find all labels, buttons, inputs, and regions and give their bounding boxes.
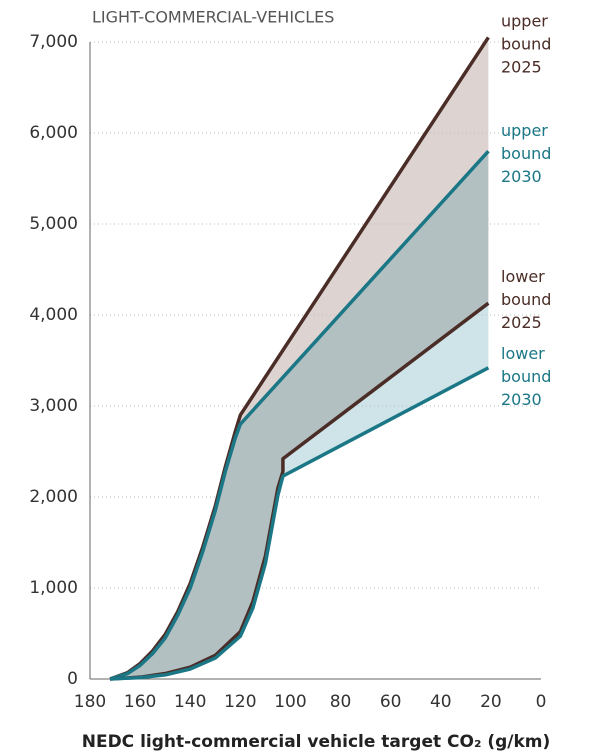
x-tick-label: 20 [480, 692, 502, 712]
x-tick-label: 160 [124, 692, 156, 712]
y-tick-label: 7,000 [29, 32, 78, 52]
y-tick-label: 0 [67, 669, 78, 689]
x-tick-label: 60 [380, 692, 402, 712]
x-tick-label: 40 [430, 692, 452, 712]
x-axis-label: NEDC light-commercial vehicle target CO₂… [82, 732, 551, 752]
series-label: lower bound 2025 [501, 267, 551, 332]
series-label-line: lower [501, 267, 545, 286]
series-label: upper bound 2025 [501, 11, 551, 76]
series-label: lower bound 2030 [501, 343, 551, 408]
x-tick-label: 140 [174, 692, 206, 712]
series-label-line: upper [501, 11, 548, 30]
y-tick-label: 1,000 [29, 578, 78, 598]
series-label-line: 2025 [501, 57, 542, 76]
band [110, 303, 489, 679]
series-label-line: bound [501, 34, 551, 53]
band [110, 151, 489, 679]
x-tick-label: 80 [330, 692, 352, 712]
series-label-line: bound [501, 290, 551, 309]
y-tick-label: 2,000 [29, 487, 78, 507]
x-tick-label: 0 [536, 692, 547, 712]
x-tick-label: 120 [224, 692, 256, 712]
line [109, 366, 490, 681]
y-tick-label: 3,000 [29, 396, 78, 416]
series-label-line: upper [501, 121, 548, 140]
x-tick-label: 180 [74, 692, 106, 712]
series-label-line: 2025 [501, 313, 542, 332]
line [109, 150, 490, 681]
y-tick-label: 4,000 [29, 305, 78, 325]
series-label-line: lower [501, 343, 545, 362]
y-tick-label: 6,000 [29, 123, 78, 143]
series-label-line: bound [501, 366, 551, 385]
series-label-line: 2030 [501, 167, 542, 186]
y-tick-label: 5,000 [29, 214, 78, 234]
series-label-line: 2030 [501, 389, 542, 408]
series-label-line: bound [501, 144, 551, 163]
series-label: upper bound 2030 [501, 121, 551, 186]
x-tick-label: 100 [274, 692, 306, 712]
chart-title: LIGHT-COMMERCIAL-VEHICLES [92, 8, 334, 27]
